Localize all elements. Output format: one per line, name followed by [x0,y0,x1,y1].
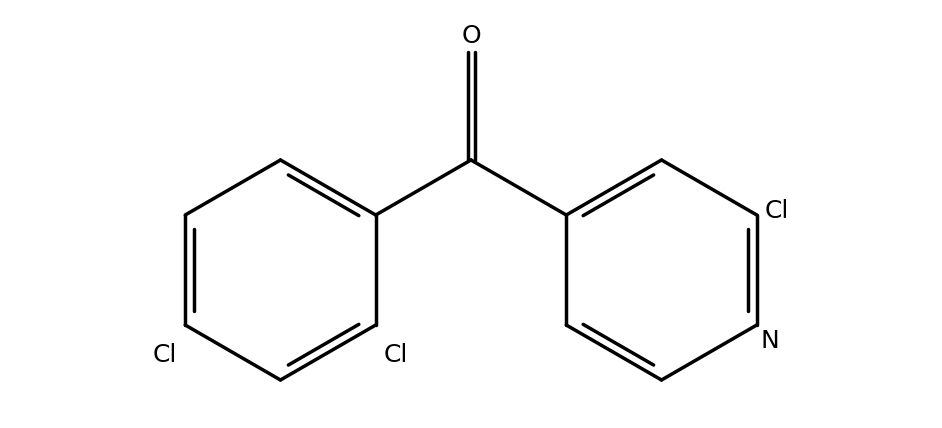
Text: O: O [462,24,480,48]
Text: Cl: Cl [153,343,177,367]
Text: N: N [761,329,780,353]
Text: Cl: Cl [383,343,408,367]
Text: Cl: Cl [765,199,789,223]
